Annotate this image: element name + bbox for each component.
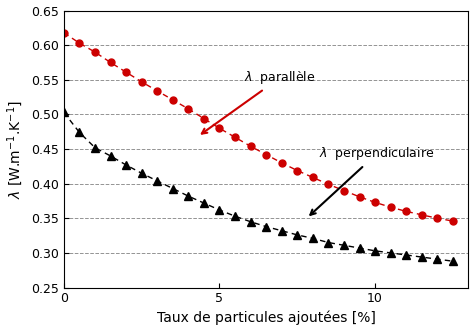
X-axis label: Taux de particules ajoutées [%]: Taux de particules ajoutées [%]: [157, 311, 375, 325]
Text: $\lambda$  perpendiculaire: $\lambda$ perpendiculaire: [310, 145, 434, 215]
Y-axis label: $\lambda$ [W.m$^{-1}$.K$^{-1}$]: $\lambda$ [W.m$^{-1}$.K$^{-1}$]: [6, 100, 26, 199]
Text: $\lambda$  parallèle: $\lambda$ parallèle: [202, 69, 316, 134]
